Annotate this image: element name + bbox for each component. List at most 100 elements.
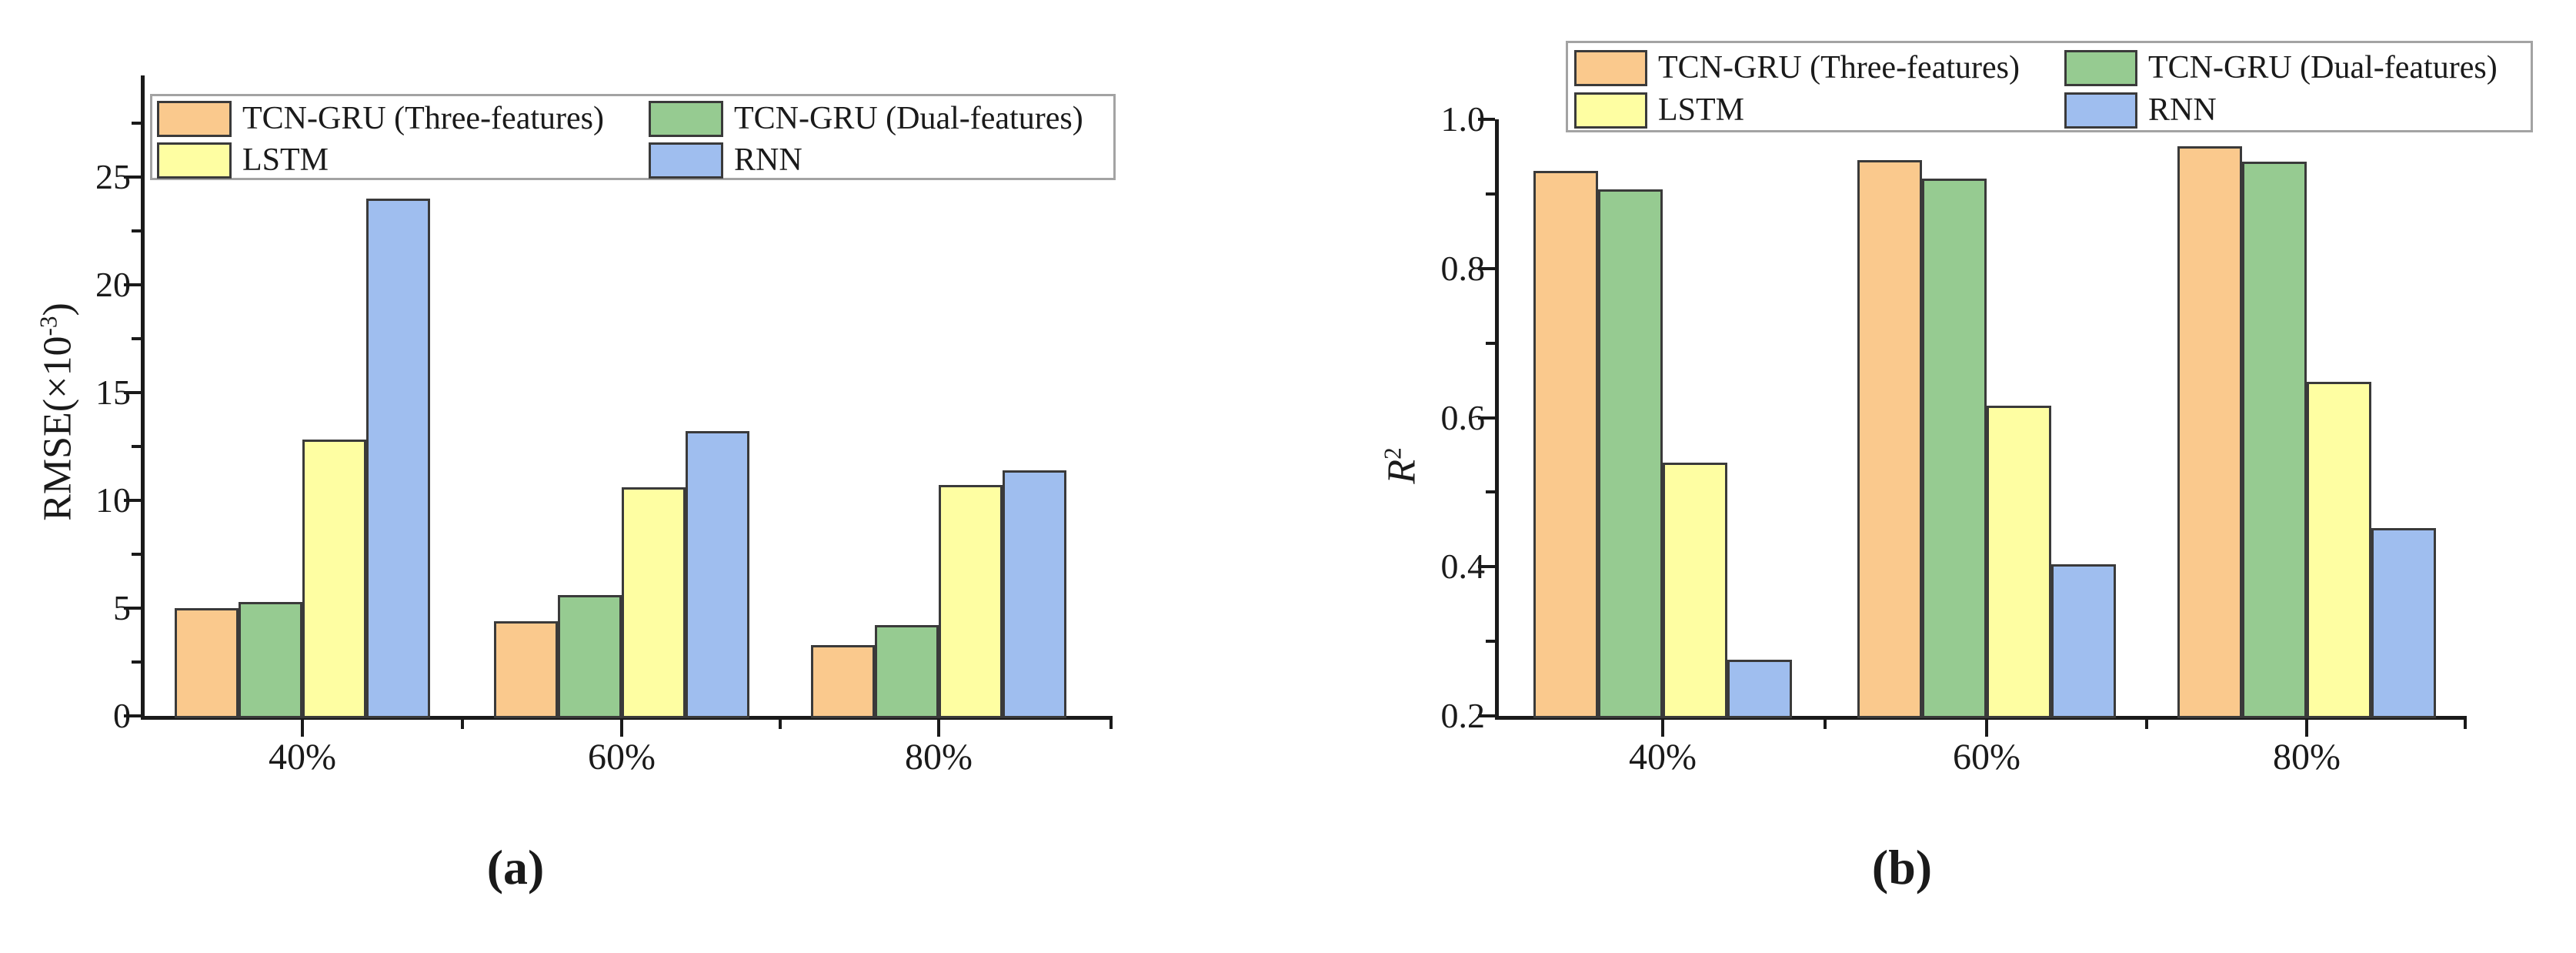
y-minor-tick — [1486, 192, 1495, 196]
y-major-tick — [124, 714, 141, 717]
x-category-label: 60% — [588, 737, 656, 777]
legend-swatch-1 — [157, 101, 232, 137]
bar-tcn-gru-dual-features--40% — [239, 601, 302, 718]
legend-panel-b: TCN-GRU (Three-features) LSTM TCN-GRU (Dua… — [1566, 41, 2533, 132]
legend-label-4: RNN — [2148, 92, 2217, 128]
legend-label-2: LSTM — [1658, 92, 1745, 128]
bar-tcn-gru-dual-features--60% — [1922, 178, 1987, 718]
bar-lstm-80% — [939, 485, 1003, 718]
bar-tcn-gru-three-features--40% — [1533, 170, 1598, 718]
y-major-tick — [1478, 118, 1495, 121]
bar-rnn-60% — [686, 431, 749, 718]
y-minor-tick — [1486, 341, 1495, 345]
y-tick-label: 20 — [95, 264, 131, 304]
bar-lstm-40% — [302, 440, 366, 718]
legend-swatch-2 — [157, 142, 232, 179]
bar-rnn-40% — [1727, 660, 1792, 718]
x-category-label: 80% — [2273, 737, 2341, 777]
bar-tcn-gru-three-features--80% — [811, 644, 875, 718]
legend-swatch-3 — [649, 101, 723, 137]
y-tick-label: 0.4 — [1440, 547, 1486, 587]
bar-tcn-gru-dual-features--60% — [558, 595, 622, 718]
legend-label-4: RNN — [734, 142, 802, 178]
y-tick-label: 1.0 — [1440, 99, 1486, 139]
caption-panel-b: (b) — [1871, 840, 1933, 894]
y-major-tick — [1478, 266, 1495, 270]
bar-lstm-80% — [2307, 382, 2371, 718]
y-tick-label: 25 — [95, 156, 131, 196]
y-minor-tick — [132, 660, 141, 664]
legend-label-1: TCN-GRU (Three-features) — [1658, 50, 2020, 85]
x-minor-tick — [2145, 720, 2148, 729]
x-major-tick — [2305, 720, 2308, 737]
bar-tcn-gru-three-features--60% — [1857, 160, 1922, 718]
bar-lstm-40% — [1663, 462, 1727, 718]
y-major-tick — [1478, 416, 1495, 420]
legend-label-2: LSTM — [242, 142, 329, 178]
y-minor-tick — [132, 229, 141, 232]
axis-label-fragment: -3 — [35, 316, 62, 336]
y-minor-tick — [132, 444, 141, 448]
x-major-tick — [301, 720, 304, 737]
legend-swatch-3 — [2064, 50, 2137, 86]
x-category-label: 40% — [269, 737, 336, 777]
y-tick-label: 0 — [113, 696, 131, 735]
y-tick-label: 0.2 — [1440, 696, 1486, 735]
y-tick-label: 5 — [113, 587, 131, 627]
y-major-tick — [124, 606, 141, 610]
y-minor-tick — [1486, 640, 1495, 644]
x-category-label: 40% — [1629, 737, 1697, 777]
bar-rnn-60% — [2051, 564, 2116, 718]
bar-tcn-gru-dual-features--40% — [1598, 189, 1663, 718]
legend-label-3: TCN-GRU (Dual-features) — [2148, 50, 2498, 85]
bar-rnn-80% — [2371, 527, 2436, 718]
y-axis-line — [141, 75, 145, 720]
y-tick-label: 0.8 — [1440, 248, 1486, 288]
y-minor-tick — [1486, 490, 1495, 494]
bar-tcn-gru-three-features--60% — [494, 620, 558, 718]
y-tick-label: 0.6 — [1440, 397, 1486, 437]
y-major-tick — [124, 283, 141, 286]
axis-label-fragment: R — [1380, 459, 1424, 484]
x-minor-tick — [1109, 720, 1113, 729]
y-minor-tick — [132, 552, 141, 556]
bar-lstm-60% — [1987, 406, 2051, 718]
bar-tcn-gru-dual-features--80% — [875, 625, 939, 718]
y-major-tick — [1478, 565, 1495, 569]
x-major-tick — [937, 720, 940, 737]
x-minor-tick — [460, 720, 464, 729]
x-minor-tick — [1823, 720, 1827, 729]
y-major-tick — [124, 498, 141, 502]
x-major-tick — [1985, 720, 1988, 737]
y-major-tick — [124, 175, 141, 179]
y-minor-tick — [132, 336, 141, 340]
x-major-tick — [620, 720, 623, 737]
axis-label-fragment: RMSE(×10 — [35, 336, 80, 521]
y-tick-label: 15 — [95, 372, 131, 412]
axis-label-fragment: 2 — [1379, 447, 1406, 460]
legend-swatch-1 — [1574, 50, 1647, 86]
bar-lstm-60% — [622, 487, 686, 718]
bar-tcn-gru-dual-features--80% — [2242, 162, 2307, 718]
x-minor-tick — [779, 720, 782, 729]
y-axis-label-r-squared: R2 — [1379, 447, 1424, 483]
bar-tcn-gru-three-features--80% — [2177, 145, 2242, 718]
y-minor-tick — [132, 121, 141, 125]
y-major-tick — [1478, 714, 1495, 717]
axis-label-fragment: ) — [35, 303, 80, 316]
legend-swatch-4 — [649, 142, 723, 179]
x-category-label: 60% — [1953, 737, 2020, 777]
legend-swatch-4 — [2064, 92, 2137, 129]
bar-rnn-40% — [366, 198, 430, 718]
y-axis-label-rmse: RMSE(×10-3) — [35, 303, 80, 521]
legend-label-1: TCN-GRU (Three-features) — [242, 101, 604, 136]
y-tick-label: 10 — [95, 480, 131, 520]
x-minor-tick — [2464, 720, 2467, 729]
y-major-tick — [124, 390, 141, 394]
bar-rnn-80% — [1003, 470, 1066, 718]
y-axis-line — [1495, 119, 1499, 720]
legend-label-3: TCN-GRU (Dual-features) — [734, 101, 1083, 136]
bar-tcn-gru-three-features--40% — [175, 607, 239, 718]
caption-panel-a: (a) — [486, 840, 545, 894]
